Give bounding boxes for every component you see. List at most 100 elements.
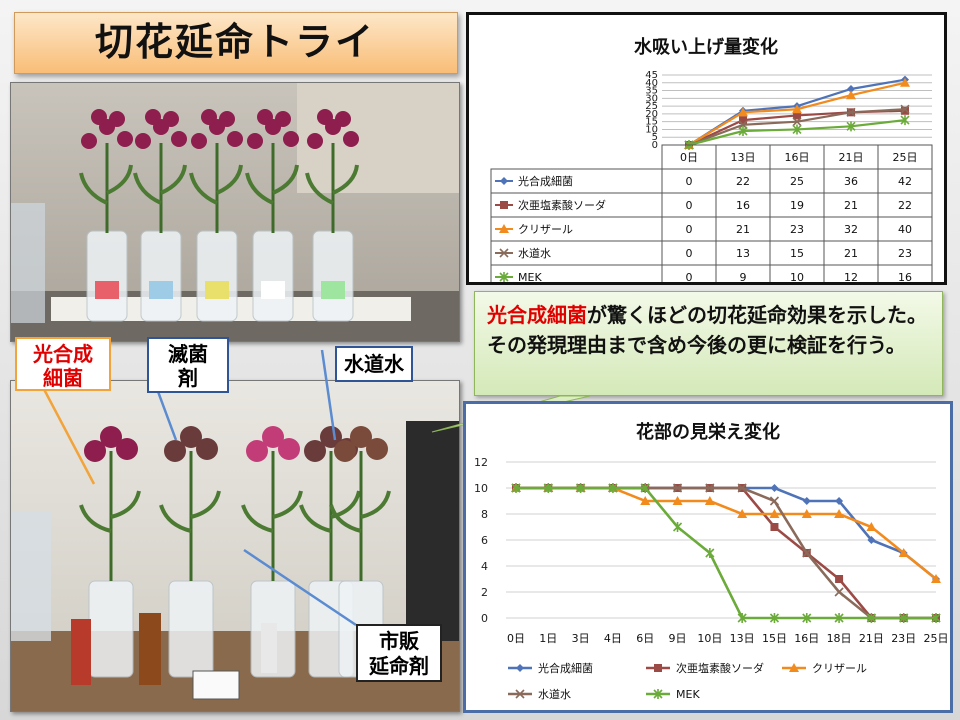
note-highlight: 光合成細菌 <box>487 303 587 327</box>
chart1-value: 19 <box>790 199 804 212</box>
label-sterilizer: 滅菌 剤 <box>147 337 229 393</box>
leaf <box>79 164 133 205</box>
chart2-category: 0日 <box>507 632 525 645</box>
chart1-value: 23 <box>790 223 804 236</box>
chart2-point <box>834 509 845 518</box>
chart1-table-row <box>490 264 933 290</box>
chart1-value: 13 <box>736 247 750 260</box>
chart2-point <box>672 496 683 505</box>
chart2-ytick: 10 <box>474 482 488 495</box>
chart1-value: 36 <box>844 175 858 188</box>
chart1-value: 21 <box>844 247 858 260</box>
chart2-point <box>769 509 780 518</box>
chart1-value: 0 <box>686 271 693 282</box>
chart2-ytick: 6 <box>481 534 488 547</box>
chart2-point <box>737 483 747 493</box>
chart1-value: 16 <box>898 271 912 282</box>
leaf <box>133 164 187 205</box>
bottle-label <box>321 281 345 299</box>
chart2-point <box>899 613 909 623</box>
flower-head <box>196 438 218 460</box>
chart2-point <box>898 548 909 557</box>
flower-head <box>91 109 107 125</box>
chart2-category: 15日 <box>762 632 787 645</box>
chart1-value: 10 <box>790 271 804 282</box>
chart2-point <box>672 483 683 493</box>
chart2-point <box>576 483 586 493</box>
chart2-point <box>802 613 812 623</box>
bottle-label <box>261 281 285 299</box>
flower-head <box>164 440 186 462</box>
flower-head <box>117 131 133 147</box>
chart1-ytick: 25 <box>645 101 658 112</box>
flower-head <box>320 426 342 448</box>
chart2-legend-marker <box>516 664 524 672</box>
chart2-point <box>834 613 844 623</box>
flower-head <box>350 426 372 448</box>
chart2-point <box>770 523 779 531</box>
chart1-ytick: 15 <box>645 117 658 128</box>
chart1-value: 0 <box>686 175 693 188</box>
bottle-label <box>205 281 229 299</box>
chart1-ytick: 35 <box>645 86 658 97</box>
chart2-point <box>801 509 812 518</box>
chart2-point <box>705 483 715 493</box>
chart1-point <box>900 77 910 87</box>
chart1-point <box>793 111 801 120</box>
flower-head <box>246 440 268 462</box>
leaf <box>305 164 359 205</box>
chart1-point <box>738 107 748 117</box>
chart1-table-row <box>490 240 933 266</box>
label-photosynthetic-bacteria: 光合成 細菌 <box>15 337 111 391</box>
chart2-legend-marker <box>789 663 799 672</box>
chart1-legend-marker <box>499 272 509 282</box>
chart2-point <box>769 496 780 506</box>
chart2-legend-label: 光合成細菌 <box>538 661 593 675</box>
chart1-category: 16日 <box>785 151 810 164</box>
chart2-ytick: 8 <box>481 508 488 521</box>
chart2-point <box>802 548 812 558</box>
photo-day21 <box>10 380 460 712</box>
chart2-point <box>608 483 618 493</box>
flower-head <box>163 111 179 127</box>
chart1-category: 0日 <box>680 151 698 164</box>
chart1-point <box>738 126 748 136</box>
chart1-point <box>900 115 910 126</box>
chart2-point <box>640 483 650 493</box>
flower-head <box>283 131 299 147</box>
chart1-legend-marker <box>500 201 508 209</box>
chart-water-uptake: 水吸い上げ量変化 0 5 10 15 20 25 30 35 40 45 0日 13日 16日 21日 25日… <box>466 12 947 290</box>
chart2-point <box>672 522 683 532</box>
photo-day0 <box>10 82 460 342</box>
bottle-label <box>149 281 173 299</box>
chart2-point <box>769 613 780 623</box>
chart1-value: 15 <box>790 247 804 260</box>
chart1-point <box>847 85 855 93</box>
chart2-point <box>834 587 844 597</box>
chart2-legend-marker <box>515 689 525 699</box>
chart2-point <box>511 483 521 493</box>
chart1-value: 0 <box>686 247 693 260</box>
label-commercial-preservative: 市販 延命剤 <box>356 624 442 682</box>
chart1-point <box>846 107 856 117</box>
flower-head <box>171 131 187 147</box>
chart2-point <box>867 536 876 544</box>
chart2-point <box>770 484 779 492</box>
leaf <box>189 164 243 205</box>
flower-head <box>145 109 161 125</box>
chart1-value: 22 <box>736 175 750 188</box>
leaf <box>79 490 141 533</box>
chart1-value: 40 <box>898 223 912 236</box>
chart1-value: 32 <box>844 223 858 236</box>
flower-head <box>262 426 284 448</box>
chart2-point <box>866 613 876 623</box>
result-note: 光合成細菌が驚くほどの切花延命効果を示した。その発現理由まで含め今後の更に検証を… <box>474 291 943 396</box>
chart1-point <box>900 104 910 114</box>
chart-flower-appearance: 花部の見栄え変化 0 2 4 6 8 10 12 0日 1日 3日 4日 6日 9日 10日 13日 15日 16… <box>463 401 953 713</box>
flower-head <box>317 109 333 125</box>
slide-title: 切花延命トライ <box>94 19 375 64</box>
chart2-legend-marker <box>653 689 663 699</box>
flower-head <box>201 109 217 125</box>
chart1-series-name: 水道水 <box>518 246 551 260</box>
chart1-category: 21日 <box>839 151 864 164</box>
